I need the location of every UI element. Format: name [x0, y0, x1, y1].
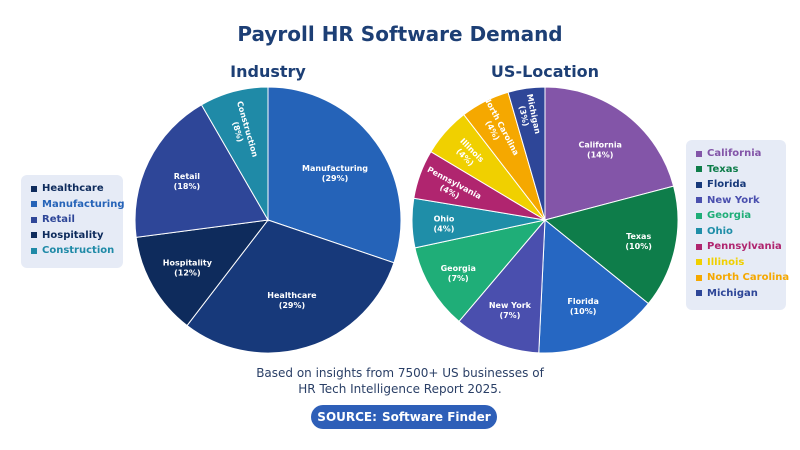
- source-badge[interactable]: SOURCE: Software Finder: [311, 405, 497, 429]
- location-chart-title: US-Location: [490, 62, 600, 81]
- legend-swatch: [696, 166, 702, 173]
- legend-swatch: [696, 212, 702, 219]
- legend-label: Georgia: [707, 210, 752, 222]
- slice-label-manufacturing: Manufacturing (29%): [302, 164, 368, 183]
- slice-label-hospitality: Hospitality (12%): [163, 259, 213, 278]
- source-brand: Software Finder: [381, 410, 491, 424]
- slice-label-new-york: New York (7%): [489, 301, 532, 320]
- legend-item-illinois: Illinois: [696, 255, 776, 271]
- legend-swatch: [31, 247, 37, 254]
- legend-label: Texas: [707, 163, 739, 175]
- legend-item-north-carolina: North Carolina: [696, 270, 789, 286]
- pie-slice-michigan: [507, 86, 546, 221]
- pie-slice-georgia: [414, 219, 547, 323]
- legend-swatch: [31, 232, 37, 239]
- legend-label: Illinois: [707, 256, 745, 268]
- legend-label: Hospitality: [42, 229, 104, 241]
- pie-slice-retail: [134, 104, 269, 238]
- legend-item-michigan: Michigan: [696, 286, 776, 302]
- pie-slice-texas: [543, 185, 679, 305]
- pie-slice-florida: [538, 218, 650, 354]
- industry-pie: Manufacturing (29%) Healthcare (29%) Hospita…: [134, 86, 402, 354]
- industry-legend: Healthcare Manufacturing Retail Hospitality…: [21, 175, 125, 268]
- legend-label: New York: [707, 194, 760, 206]
- legend-swatch: [696, 150, 702, 157]
- slice-label-ohio: Ohio (4%): [433, 214, 454, 233]
- legend-item-texas: Texas: [696, 162, 776, 178]
- legend-label: Ohio: [707, 225, 733, 237]
- caption-line-1: Based on insights from 7500+ US business…: [256, 366, 544, 380]
- slice-label-california: California (14%): [578, 140, 622, 159]
- legend-item-new-york: New York: [696, 193, 776, 209]
- pie-slice-healthcare: [186, 219, 395, 354]
- legend-label: Pennsylvania: [707, 241, 782, 253]
- legend-swatch: [31, 201, 37, 208]
- legend-label: California: [707, 148, 762, 160]
- industry-chart-title: Industry: [230, 62, 306, 81]
- pie-slice-construction: [200, 86, 269, 222]
- pie-slice-new-york: [458, 218, 546, 354]
- legend-item-healthcare: Healthcare: [31, 181, 113, 197]
- legend-label: Florida: [707, 179, 747, 191]
- caption: Based on insights from 7500+ US business…: [0, 365, 800, 397]
- legend-swatch: [696, 181, 702, 188]
- legend-swatch: [696, 290, 702, 297]
- legend-item-hospitality: Hospitality: [31, 228, 113, 244]
- legend-label: Retail: [42, 214, 75, 226]
- slice-label-healthcare: Healthcare (29%): [267, 291, 317, 310]
- legend-item-california: California: [696, 146, 776, 162]
- legend-item-construction: Construction: [31, 243, 115, 259]
- legend-swatch: [696, 259, 702, 266]
- legend-label: Manufacturing: [42, 198, 125, 210]
- legend-item-retail: Retail: [31, 212, 113, 228]
- legend-item-pennsylvania: Pennsylvania: [696, 239, 782, 255]
- slice-label-georgia: Georgia (7%): [441, 264, 476, 283]
- page-title: Payroll HR Software Demand: [237, 22, 563, 46]
- pie-slice-california: [544, 86, 675, 221]
- legend-label: Healthcare: [42, 183, 104, 195]
- legend-swatch: [696, 228, 702, 235]
- source-label: SOURCE:: [317, 410, 377, 424]
- legend-swatch: [696, 274, 702, 281]
- legend-item-ohio: Ohio: [696, 224, 776, 240]
- legend-label: North Carolina: [707, 272, 790, 284]
- slice-label-retail: Retail (18%): [174, 172, 201, 191]
- legend-swatch: [31, 216, 37, 223]
- legend-swatch: [696, 243, 702, 250]
- legend-item-manufacturing: Manufacturing: [31, 197, 125, 213]
- slice-label-texas: Texas (10%): [625, 232, 651, 251]
- location-pie: California (14%) Texas (10%) Florida (10%) New…: [411, 86, 679, 354]
- legend-label: Michigan: [707, 287, 758, 299]
- caption-line-2: HR Tech Intelligence Report 2025.: [298, 382, 502, 396]
- legend-item-florida: Florida: [696, 177, 776, 193]
- slice-label-florida: Florida (10%): [567, 297, 599, 316]
- legend-swatch: [31, 185, 37, 192]
- legend-swatch: [696, 197, 702, 204]
- legend-item-georgia: Georgia: [696, 208, 776, 224]
- pie-slice-hospitality: [135, 219, 270, 327]
- legend-label: Construction: [42, 245, 115, 257]
- pie-slice-manufacturing: [267, 86, 402, 264]
- location-legend: California Texas Florida New York Georgia Ohi…: [686, 140, 789, 310]
